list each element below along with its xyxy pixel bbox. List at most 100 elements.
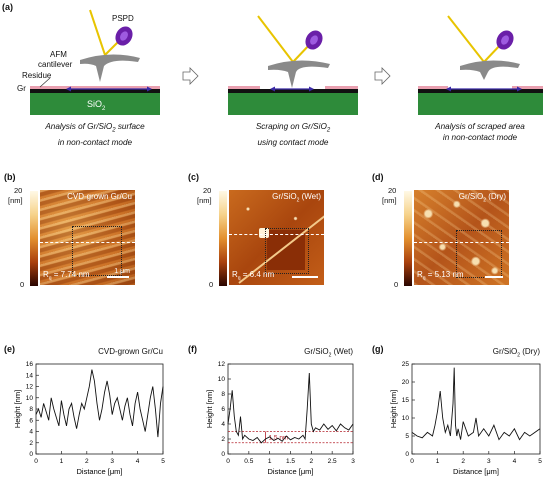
chart-f-xtick-label: 1 (268, 458, 272, 465)
chart-g-xtick-label: 4 (513, 458, 517, 465)
afm-title-b: CVD-grown Gr/Cu (67, 192, 132, 201)
chart-f-ytick-label: 6 (221, 406, 225, 413)
afm-title-c: Gr/SiO2 (Wet) (272, 192, 321, 204)
schematic-step-2 (228, 15, 358, 115)
chart-e-ytick-label: 4 (29, 429, 33, 436)
cantilever-label: cantilever (38, 60, 73, 69)
chart-e-ytick-label: 14 (26, 372, 34, 379)
step-caption-2: Scraping on Gr/SiO2 using contact mode (255, 122, 331, 147)
chart-e-ytick-label: 6 (29, 417, 33, 424)
colorbar-max-b: 20 (14, 186, 23, 195)
chart-g-ytick-label: 25 (402, 361, 410, 368)
chart-g-ytick-label: 15 (402, 397, 410, 404)
chart-g-ytick-label: 0 (405, 451, 409, 458)
substrate (30, 93, 160, 115)
chart-f-xtick-label: 0.5 (244, 458, 253, 465)
chart-g-xtick-label: 0 (410, 458, 414, 465)
profile-chart-g: 0 1 2 3 4 5 0 5 10 15 20 25 Distance [μm] Height [nm] (389, 361, 542, 476)
residue-label: Residue (22, 71, 52, 80)
colorbar-unit-b: [nm] (8, 196, 23, 205)
chart-g-axes-frame (411, 363, 541, 455)
chart-title-f: Gr/SiO2 (Wet) (304, 347, 353, 359)
chart-f-xtick-label: 0 (226, 458, 230, 465)
colorbar-min-b: 0 (20, 280, 25, 289)
roughness-b: Rq = 7.74 nm (43, 270, 90, 282)
chart-e-ytick-label: 8 (29, 406, 33, 413)
pspd-label: PSPD (112, 14, 134, 23)
colorbar-c (219, 191, 227, 286)
chart-f-xtick-label: 2 (310, 458, 314, 465)
chart-f-axes-frame (227, 363, 354, 455)
chart-e-xtick-label: 3 (110, 458, 114, 465)
chart-g-ylabel: Height [nm] (389, 390, 398, 428)
panel-label-c: (c) (188, 172, 199, 182)
residue-layer (30, 86, 160, 89)
panel-label-g: (g) (372, 344, 384, 354)
afm-image-d: Gr/SiO2 (Dry) Rq = 5.13 nm (414, 190, 509, 285)
chart-f-ytick-label: 0 (221, 451, 225, 458)
colorbar-max-c: 20 (203, 186, 212, 195)
colorbar-min-d: 0 (394, 280, 399, 289)
chart-g-ytick-label: 5 (405, 433, 409, 440)
chart-e-xlabel: Distance [μm] (77, 467, 123, 476)
chart-g-ytick-label: 20 (402, 379, 410, 386)
roughness-c: Rq = 6.4 nm (232, 270, 275, 282)
chart-f-ytick-label: 12 (218, 361, 226, 368)
panel-label-f: (f) (188, 344, 197, 354)
afm-title-d: Gr/SiO2 (Dry) (458, 192, 506, 204)
scalebar-c (292, 276, 318, 278)
scalebar-b (107, 276, 129, 278)
cantilever-icon (80, 54, 140, 82)
step-caption-1: Analysis of Gr/SiO2 surface in non-contac… (45, 122, 145, 147)
schematic-step-3 (418, 15, 543, 115)
panel-label-a: (a) (2, 2, 13, 12)
panel-label-d: (d) (372, 172, 384, 182)
chart-g-xtick-label: 2 (461, 458, 465, 465)
chart-e-ytick-label: 12 (26, 384, 34, 391)
chart-e-ytick-label: 16 (26, 361, 34, 368)
chart-title-e: CVD-grown Gr/Cu (98, 347, 163, 356)
panel-label-e: (e) (4, 344, 15, 354)
colorbar-unit-c: [nm] (197, 196, 212, 205)
schematic-step-1 (30, 9, 160, 115)
graphene-layer (30, 89, 160, 93)
chart-e-ylabel: Height [nm] (13, 390, 22, 428)
chart-e-xtick-label: 5 (161, 458, 165, 465)
scalebar-d (485, 276, 503, 278)
chart-f-xtick-label: 2.5 (328, 458, 337, 465)
chart-g-xtick-label: 1 (436, 458, 440, 465)
roughness-d: Rq = 5.13 nm (417, 270, 464, 282)
chart-e-xtick-label: 2 (85, 458, 89, 465)
scalebar-label-b: 1 μm (114, 268, 130, 275)
chart-e-series-line (35, 369, 164, 438)
colorbar-d (404, 191, 412, 286)
chart-e-xtick-label: 0 (34, 458, 38, 465)
chart-e-ytick-label: 0 (29, 451, 33, 458)
chart-f-ytick-label: 10 (218, 376, 226, 383)
step-arrow-icon (182, 67, 199, 85)
laser-beam (89, 9, 106, 56)
afm-label: AFM (50, 50, 67, 59)
substrate-label: SiO2 (87, 99, 106, 112)
chart-title-g: Gr/SiO2 (Dry) (492, 347, 540, 359)
chart-f-ytick-label: 4 (221, 421, 225, 428)
afm-image-c: Gr/SiO2 (Wet) Rq = 6.4 nm (229, 190, 324, 285)
chart-e-xtick-label: 4 (136, 458, 140, 465)
colorbar-max-d: 20 (388, 186, 397, 195)
chart-f-ytick-label: 8 (221, 391, 225, 398)
chart-g-series-line (411, 367, 541, 441)
chart-f-ylabel: Height [nm] (205, 390, 214, 428)
schematic-svg (30, 9, 543, 115)
chart-g-ytick-label: 10 (402, 415, 410, 422)
chart-f-xtick-label: 1.5 (286, 458, 295, 465)
gr-label: Gr (17, 84, 26, 93)
chart-e-ytick-label: 10 (26, 395, 34, 402)
chart-e-xtick-label: 1 (60, 458, 64, 465)
panel-label-b: (b) (4, 172, 16, 182)
step-caption-3: Analysis of scraped area in non-contact m… (435, 122, 525, 142)
chart-g-xlabel: Distance [μm] (453, 467, 499, 476)
chart-e-ytick-label: 2 (29, 440, 33, 447)
colorbar-min-c: 0 (209, 280, 214, 289)
colorbar-unit-d: [nm] (382, 196, 397, 205)
